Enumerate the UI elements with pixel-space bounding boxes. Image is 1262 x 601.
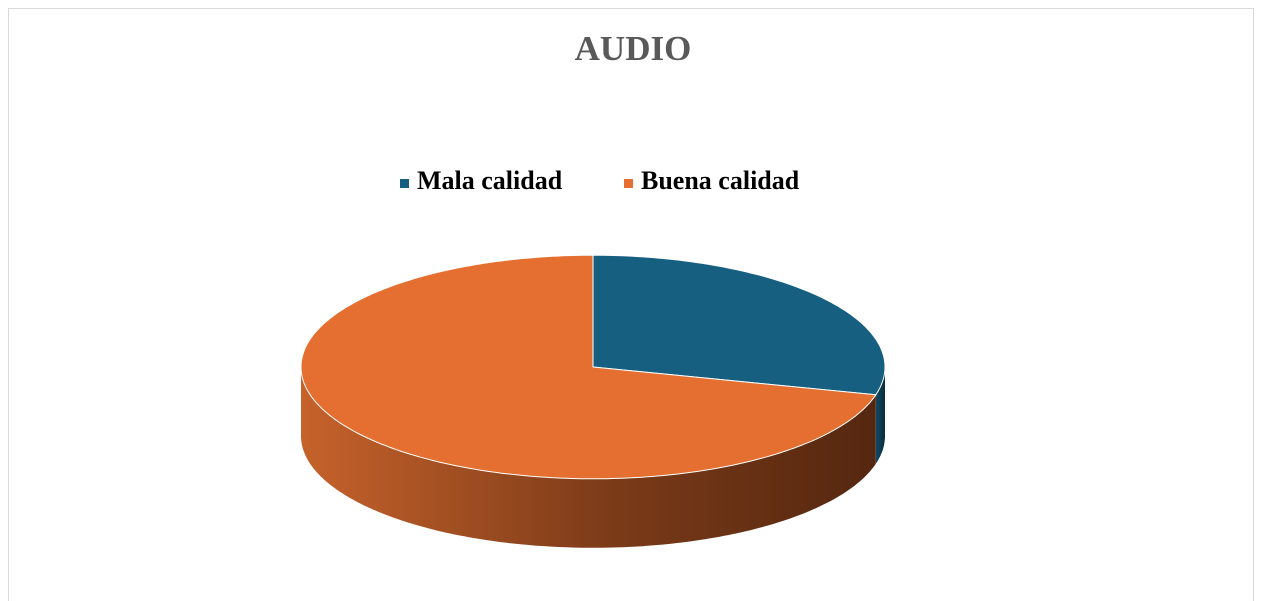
pie-side bbox=[301, 367, 876, 548]
legend-swatch bbox=[400, 179, 409, 188]
chart-title: AUDIO bbox=[575, 29, 692, 68]
legend-label: Buena calidad bbox=[641, 166, 800, 195]
pie-slice bbox=[592, 254, 886, 396]
legend-label: Mala calidad bbox=[417, 166, 563, 195]
pie-slice bbox=[300, 254, 877, 480]
pie bbox=[300, 254, 886, 548]
chart-border bbox=[8, 8, 1254, 601]
legend-swatch bbox=[624, 179, 633, 188]
legend: Mala calidad Buena calidad bbox=[400, 166, 800, 195]
